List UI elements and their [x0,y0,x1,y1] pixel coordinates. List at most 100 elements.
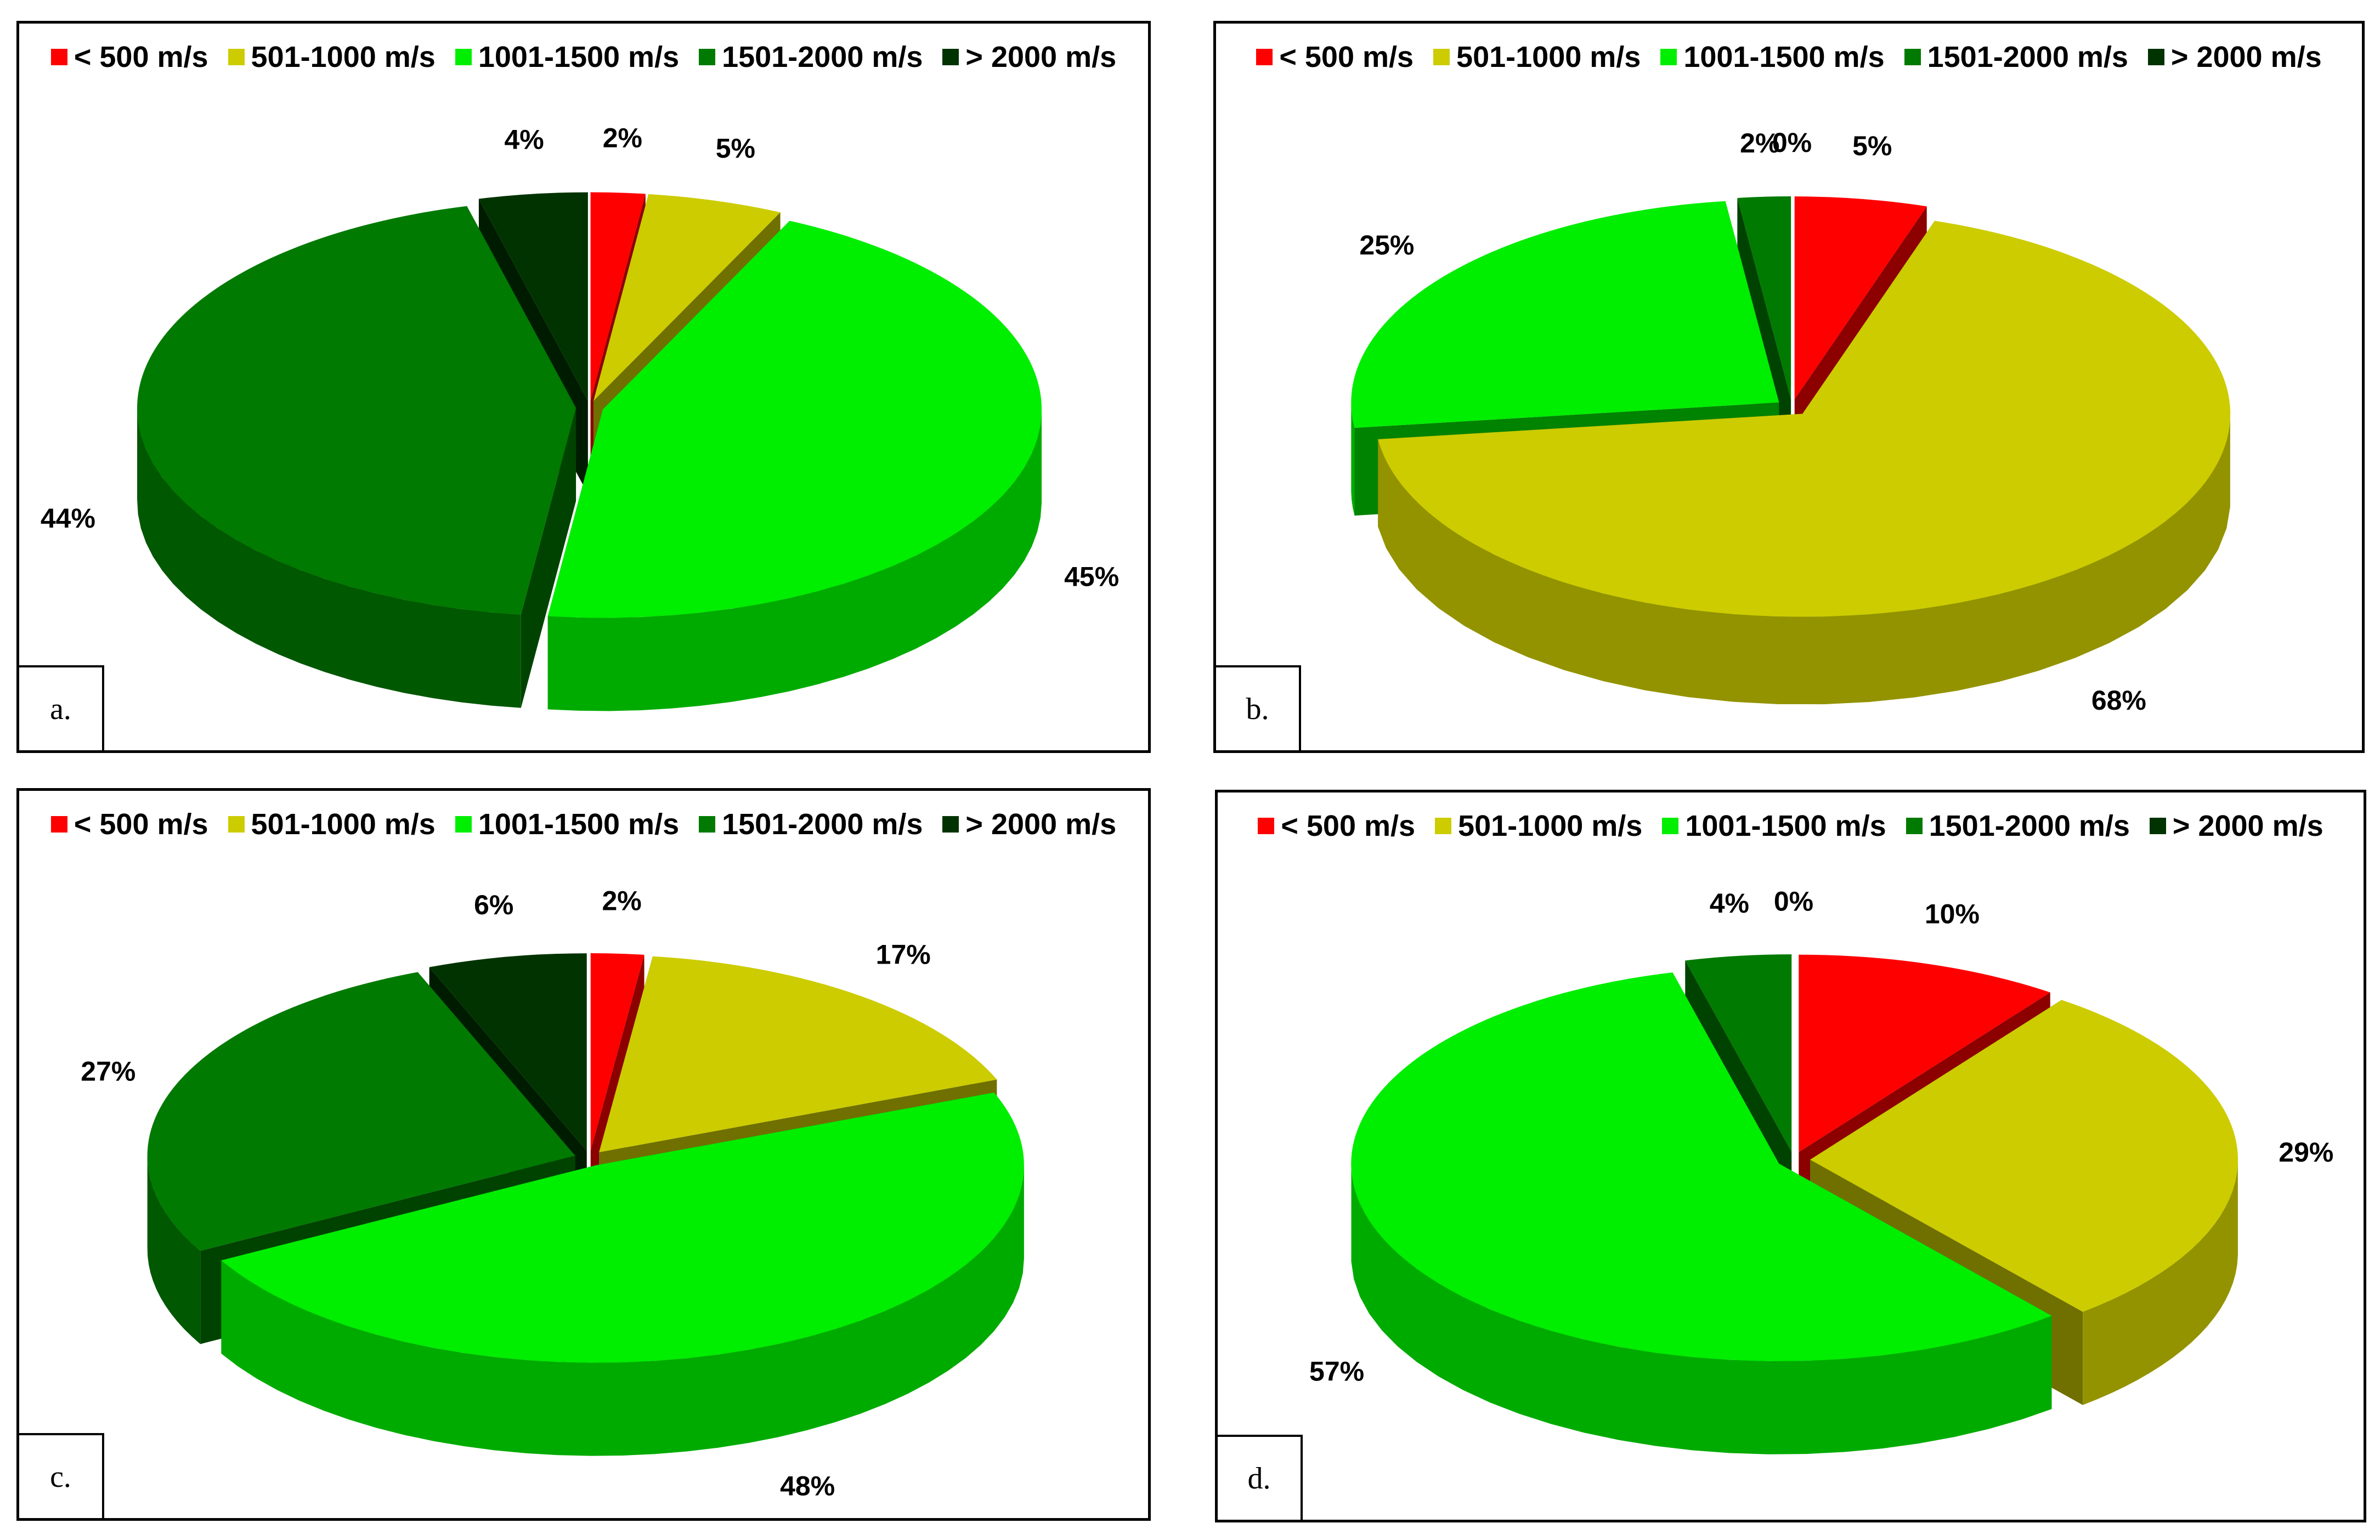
data-label-501-1000: 68% [2091,685,2146,716]
legend-item-gt-2000: > 2000 m/s [942,40,1116,74]
data-label-gt-2000: 6% [474,890,513,920]
legend-label: 1001-1500 m/s [1685,809,1886,842]
panel-label: b. [1216,665,1301,750]
slice-edge-501-1000 [1378,418,2230,705]
legend-label: > 2000 m/s [965,41,1117,73]
pie-panel-c: < 500 m/s 501-1000 m/s 1001-1500 m/s 1501-2… [16,788,1151,1521]
data-label-gt-2000: 0% [1774,886,1813,916]
data-label-1001-1500: 48% [780,1471,835,1502]
legend-label: 501-1000 m/s [251,41,436,73]
slice-lt-500 [1799,954,2050,1152]
legend-item-1501-2000: 1501-2000 m/s [699,807,923,841]
slice-501-1000 [1810,1000,2238,1312]
legend-swatch [942,816,959,833]
legend: < 500 m/s 501-1000 m/s 1001-1500 m/s 1501-2… [1216,40,2362,74]
legend-item-1001-1500: 1001-1500 m/s [455,807,679,841]
slice-edge-1001-1500 [547,409,1042,711]
slice-gt-2000 [478,192,588,401]
legend-swatch [455,816,472,833]
slice-lt-500 [590,953,645,1151]
data-label-1001-1500: 57% [1309,1356,1364,1387]
slice-edge-1501-2000 [147,1154,201,1344]
legend: < 500 m/s 501-1000 m/s 1001-1500 m/s 1501-2… [19,40,1148,74]
slice-501-1000 [599,956,997,1152]
slice-501-1000 [593,194,781,401]
slice-edge-501-1000 [2083,1162,2238,1405]
legend-label: < 500 m/s [74,41,208,73]
data-label-501-1000: 5% [716,133,755,163]
panel-label: c. [19,1433,104,1518]
legend-swatch [50,49,67,65]
slice-1501-2000 [1685,954,1792,1152]
slice-1001-1500 [221,1092,1024,1363]
legend-label: < 500 m/s [1279,41,1414,73]
data-label-501-1000: 29% [2279,1137,2333,1168]
data-label-lt-500: 5% [1852,131,1892,161]
legend-label: 501-1000 m/s [1456,41,1641,73]
slice-lt-500 [590,192,646,401]
legend-swatch [942,49,959,65]
legend-item-501-1000: 501-1000 m/s [228,807,436,841]
legend-label: 1501-2000 m/s [722,808,923,841]
slice-501-1000 [1378,220,2231,617]
legend-label: 501-1000 m/s [1458,809,1643,842]
pie-chart: 5% 68% 25% 2%0% [1351,127,2231,716]
legend-swatch [699,816,716,833]
data-label-1501-2000: 4% [1710,888,1749,919]
data-label-gt-2000: 4% [504,124,544,155]
panel-label: d. [1218,1435,1303,1520]
legend-item-501-1000: 501-1000 m/s [228,40,436,74]
data-label-1001-1500: 25% [1359,230,1414,261]
legend-label: 1001-1500 m/s [1683,41,1885,73]
legend-item-501-1000: 501-1000 m/s [1433,40,1641,74]
pie-chart: 10% 29% 57% 4% 0% [1309,886,2333,1454]
legend-item-gt-2000: > 2000 m/s [942,807,1116,841]
pie-panel-b: < 500 m/s 501-1000 m/s 1001-1500 m/s 1501-2… [1213,21,2365,753]
legend-swatch [50,816,67,833]
legend-swatch [1660,49,1677,65]
slice-1001-1500 [1351,972,2052,1361]
slice-1001-1500 [1351,201,1779,428]
legend: < 500 m/s 501-1000 m/s 1001-1500 m/s 1501-2… [1218,809,2364,843]
legend-item-1001-1500: 1001-1500 m/s [1660,40,1885,74]
pie-tops [147,953,1024,1363]
legend-swatch [1258,818,1275,834]
legend-label: < 500 m/s [74,808,208,841]
legend-item-1501-2000: 1501-2000 m/s [1906,809,2130,843]
slice-1501-2000 [1737,196,1791,400]
legend-swatch [2149,818,2166,834]
legend-item-lt-500: < 500 m/s [50,807,208,841]
legend-item-lt-500: < 500 m/s [1256,40,1414,74]
legend-label: 1501-2000 m/s [722,41,923,73]
data-label-lt-500: 2% [603,123,642,154]
data-label-lt-500: 10% [1925,899,1980,930]
pie-chart: 2% 17% 48% 27% 6% [81,885,1024,1502]
slice-lt-500 [1794,196,1927,400]
legend-swatch [1435,818,1452,834]
legend-swatch [228,49,245,65]
legend-swatch [1256,49,1273,65]
legend-label: < 500 m/s [1281,809,1416,842]
legend-item-gt-2000: > 2000 m/s [2149,809,2324,843]
legend-swatch [1906,818,1923,834]
legend-item-lt-500: < 500 m/s [1258,809,1415,843]
legend-label: 1501-2000 m/s [1927,41,2128,73]
data-label-1001-1500: 45% [1064,562,1119,592]
legend-item-1501-2000: 1501-2000 m/s [1904,40,2128,74]
legend-swatch [455,49,472,65]
data-label-1501-2000: 2% [1740,128,1779,158]
data-label-1501-2000: 44% [41,503,95,534]
data-label-lt-500: 2% [602,885,641,916]
slice-edge-1001-1500 [221,1165,1024,1456]
slice-edge-1501-2000 [137,406,521,708]
slice-gt-2000 [429,953,587,1151]
slice-edge-1001-1500 [1351,1168,2052,1454]
legend-item-501-1000: 501-1000 m/s [1435,809,1642,843]
legend-swatch [2147,49,2164,65]
legend-swatch [1662,818,1679,834]
legend-label: 1001-1500 m/s [478,41,680,73]
legend-swatch [1433,49,1450,65]
pie-tops [1351,196,2231,617]
legend-label: 1001-1500 m/s [478,808,680,841]
data-label-gt-2000: 0% [1772,127,1812,158]
